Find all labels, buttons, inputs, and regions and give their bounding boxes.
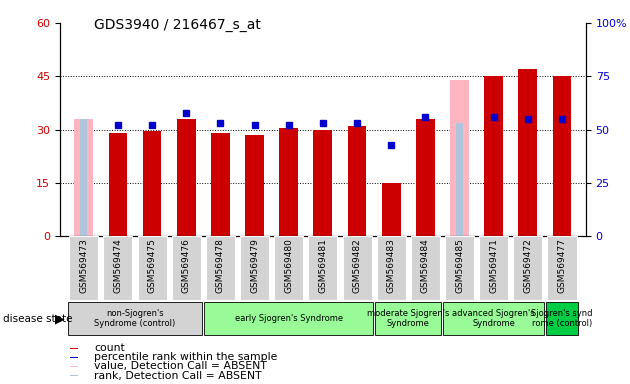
Bar bbox=[137, 236, 166, 300]
Text: GSM569475: GSM569475 bbox=[147, 238, 157, 293]
Bar bbox=[445, 236, 474, 300]
Bar bbox=[204, 302, 373, 335]
Text: GSM569480: GSM569480 bbox=[284, 238, 293, 293]
Text: ▶: ▶ bbox=[55, 312, 64, 325]
Text: advanced Sjogren's
Syndrome: advanced Sjogren's Syndrome bbox=[452, 309, 535, 328]
Bar bbox=[211, 133, 230, 236]
Bar bbox=[71, 375, 78, 376]
Bar bbox=[456, 123, 463, 236]
Bar bbox=[377, 236, 406, 300]
Bar bbox=[71, 366, 78, 367]
Bar bbox=[279, 128, 298, 236]
Bar bbox=[553, 76, 571, 236]
Bar bbox=[375, 302, 442, 335]
Bar bbox=[81, 119, 87, 236]
Bar bbox=[411, 236, 440, 300]
Text: count: count bbox=[94, 343, 125, 353]
Bar bbox=[103, 236, 132, 300]
Bar bbox=[108, 133, 127, 236]
Text: GSM569477: GSM569477 bbox=[558, 238, 566, 293]
Bar bbox=[71, 357, 78, 358]
Bar bbox=[240, 236, 269, 300]
Text: GSM569471: GSM569471 bbox=[489, 238, 498, 293]
Text: GSM569484: GSM569484 bbox=[421, 238, 430, 293]
Bar bbox=[142, 131, 161, 236]
Text: disease state: disease state bbox=[3, 314, 72, 324]
Bar bbox=[479, 236, 508, 300]
Text: GSM569473: GSM569473 bbox=[79, 238, 88, 293]
Bar bbox=[513, 236, 542, 300]
Text: GSM569483: GSM569483 bbox=[387, 238, 396, 293]
Bar bbox=[314, 129, 332, 236]
Text: Sjogren's synd
rome (control): Sjogren's synd rome (control) bbox=[531, 309, 593, 328]
Bar bbox=[343, 236, 372, 300]
Text: percentile rank within the sample: percentile rank within the sample bbox=[94, 353, 277, 362]
Bar bbox=[444, 302, 544, 335]
Text: GSM569479: GSM569479 bbox=[250, 238, 259, 293]
Text: GSM569476: GSM569476 bbox=[181, 238, 191, 293]
Bar bbox=[206, 236, 235, 300]
Bar bbox=[245, 135, 264, 236]
Bar bbox=[382, 183, 401, 236]
Bar bbox=[518, 69, 537, 236]
Text: moderate Sjogren's
Syndrome: moderate Sjogren's Syndrome bbox=[367, 309, 449, 328]
Bar bbox=[67, 302, 202, 335]
Bar bbox=[450, 80, 469, 236]
Bar bbox=[484, 76, 503, 236]
Text: GDS3940 / 216467_s_at: GDS3940 / 216467_s_at bbox=[94, 18, 261, 32]
Text: early Sjogren's Syndrome: early Sjogren's Syndrome bbox=[234, 314, 343, 323]
Bar bbox=[71, 348, 78, 349]
Text: GSM569482: GSM569482 bbox=[353, 238, 362, 293]
Bar bbox=[547, 236, 576, 300]
Text: non-Sjogren's
Syndrome (control): non-Sjogren's Syndrome (control) bbox=[94, 309, 176, 328]
Text: GSM569472: GSM569472 bbox=[524, 238, 532, 293]
Bar bbox=[172, 236, 201, 300]
Bar bbox=[308, 236, 338, 300]
Bar bbox=[74, 119, 93, 236]
Bar bbox=[177, 119, 196, 236]
Text: GSM569478: GSM569478 bbox=[216, 238, 225, 293]
Text: GSM569474: GSM569474 bbox=[113, 238, 122, 293]
Text: GSM569481: GSM569481 bbox=[318, 238, 328, 293]
Bar bbox=[69, 236, 98, 300]
Bar bbox=[274, 236, 303, 300]
Bar bbox=[348, 126, 367, 236]
Text: value, Detection Call = ABSENT: value, Detection Call = ABSENT bbox=[94, 361, 267, 371]
Bar bbox=[416, 119, 435, 236]
Text: GSM569485: GSM569485 bbox=[455, 238, 464, 293]
Text: rank, Detection Call = ABSENT: rank, Detection Call = ABSENT bbox=[94, 371, 261, 381]
Bar bbox=[546, 302, 578, 335]
